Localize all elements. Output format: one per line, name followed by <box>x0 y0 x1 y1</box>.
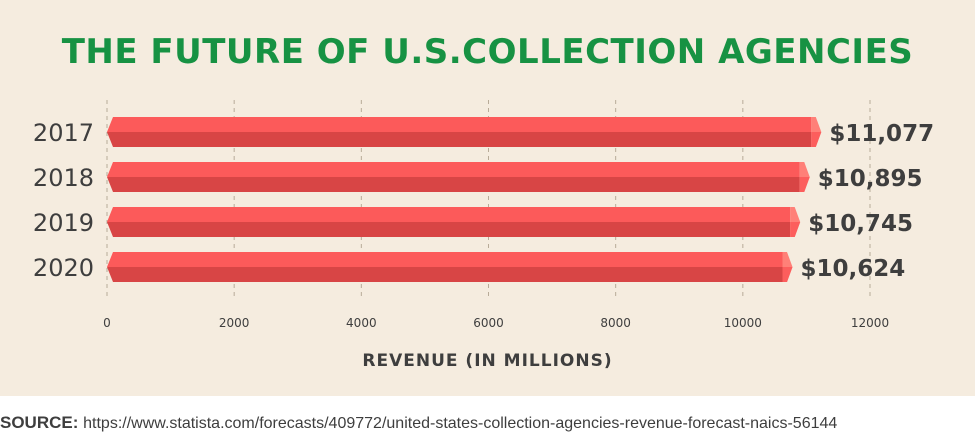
x-tick-label: 2000 <box>219 316 250 330</box>
y-tick-label: 2017 <box>33 119 94 147</box>
x-tick-label: 12000 <box>851 316 889 330</box>
x-tick-label: 8000 <box>600 316 631 330</box>
bar-shade <box>107 177 800 192</box>
source-url[interactable]: https://www.statista.com/forecasts/40977… <box>83 415 838 432</box>
y-tick-label: 2020 <box>33 254 94 282</box>
bar <box>107 252 783 267</box>
data-label: $10,895 <box>818 166 923 192</box>
bar-chart: 0 2000 4000 6000 8000 10000 12000 2017 $11,077 20… <box>33 100 934 330</box>
x-tick-label: 0 <box>103 316 111 330</box>
bar-cap-shade <box>782 267 793 282</box>
bar <box>107 162 800 177</box>
data-label: $10,745 <box>808 211 913 237</box>
data-label: $11,077 <box>829 121 934 147</box>
y-tick-label: 2018 <box>33 164 94 192</box>
infographic-panel: THE FUTURE OF U.S.COLLECTION AGENCIES 0 2… <box>0 0 975 396</box>
bar-cap-shade <box>790 222 801 237</box>
x-tick-label: 4000 <box>346 316 377 330</box>
bar <box>107 117 812 132</box>
x-tick-label: 6000 <box>473 316 504 330</box>
data-label: $10,624 <box>801 256 906 282</box>
x-axis-label: REVENUE (IN MILLIONS) <box>362 351 613 371</box>
bar-cap-shade <box>811 132 822 147</box>
source-line: SOURCE: https://www.statista.com/forecas… <box>0 413 975 433</box>
x-tick-label: 10000 <box>724 316 762 330</box>
bar <box>107 207 791 222</box>
bar-shade <box>107 222 791 237</box>
bar-cap-shade <box>799 177 810 192</box>
source-label: SOURCE: <box>0 413 79 432</box>
bar-shade <box>107 267 783 282</box>
y-tick-label: 2019 <box>33 209 94 237</box>
chart-title: THE FUTURE OF U.S.COLLECTION AGENCIES <box>61 32 914 72</box>
bar-shade <box>107 132 812 147</box>
